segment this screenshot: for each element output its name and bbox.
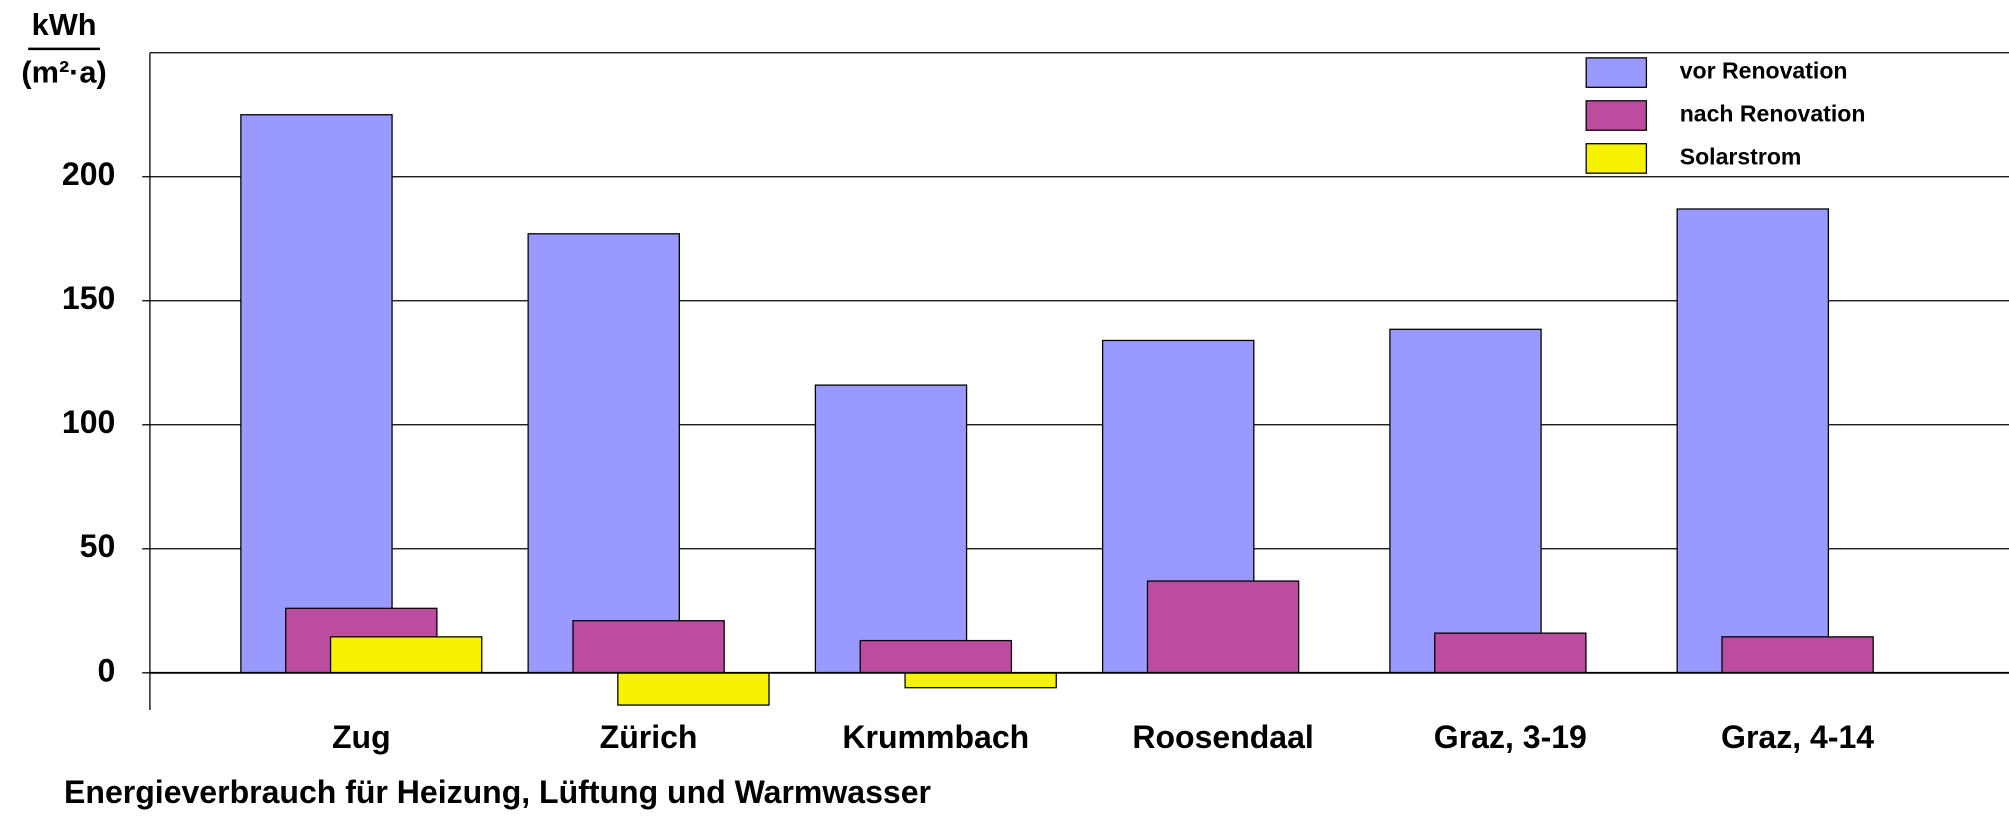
bar <box>527 233 680 674</box>
legend-label: nach Renovation <box>1680 101 1866 127</box>
chart-title: Energieverbrauch für Heizung, Lüftung un… <box>64 774 931 810</box>
bar <box>240 114 393 674</box>
y-tick-label: 0 <box>97 652 115 688</box>
y-tick-label: 100 <box>62 404 115 440</box>
x-tick-label: Zug <box>332 719 391 755</box>
x-tick-label: Roosendaal <box>1132 719 1313 755</box>
x-tick-label: Graz, 4-14 <box>1721 719 1874 755</box>
bar <box>859 639 1013 674</box>
legend-label: vor Renovation <box>1680 58 1848 84</box>
bar <box>1389 328 1542 674</box>
legend-swatch <box>1585 143 1648 174</box>
bar <box>1721 636 1874 674</box>
legend-swatch <box>1585 57 1648 88</box>
bar <box>814 384 968 674</box>
y-tick-label: 50 <box>80 528 116 564</box>
x-tick-label: Krummbach <box>842 719 1029 755</box>
bar <box>617 672 770 706</box>
bar <box>1676 208 1829 674</box>
bar <box>572 620 725 674</box>
bar <box>1146 580 1300 674</box>
x-tick-label: Graz, 3-19 <box>1434 719 1587 755</box>
y-unit-top: kWh <box>32 7 97 42</box>
legend-label: Solarstrom <box>1680 144 1802 170</box>
bar <box>904 672 1057 689</box>
y-unit-bottom: (m²·a) <box>21 55 106 90</box>
legend-swatch <box>1585 100 1648 131</box>
y-tick-label: 200 <box>62 156 115 192</box>
x-tick-label: Zürich <box>600 719 698 755</box>
bar <box>329 636 483 674</box>
y-tick-label: 150 <box>62 280 115 316</box>
bar <box>1434 632 1587 674</box>
